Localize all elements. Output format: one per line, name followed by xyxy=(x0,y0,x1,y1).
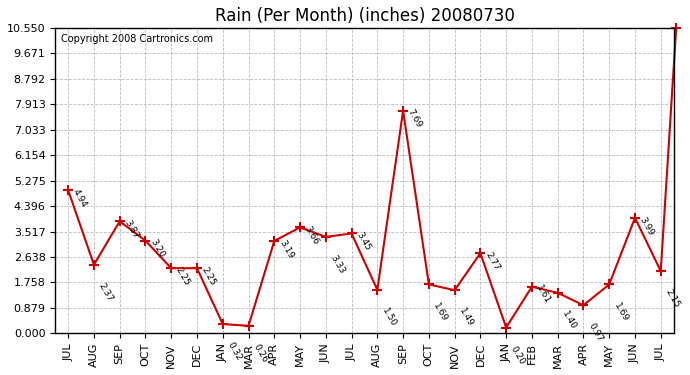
Text: 1.61: 1.61 xyxy=(535,284,553,306)
Text: 3.19: 3.19 xyxy=(277,238,295,260)
Text: 3.45: 3.45 xyxy=(355,231,372,252)
Text: 3.20: 3.20 xyxy=(148,238,166,260)
Text: 10.55: 10.55 xyxy=(0,374,1,375)
Text: 1.69: 1.69 xyxy=(432,301,449,323)
Text: 2.37: 2.37 xyxy=(97,281,115,303)
Text: 3.33: 3.33 xyxy=(328,254,346,276)
Text: 0.32: 0.32 xyxy=(226,341,244,363)
Text: 2.77: 2.77 xyxy=(483,251,501,272)
Text: 3.66: 3.66 xyxy=(303,225,321,246)
Text: Copyright 2008 Cartronics.com: Copyright 2008 Cartronics.com xyxy=(61,34,213,44)
Text: 1.50: 1.50 xyxy=(380,307,398,328)
Title: Rain (Per Month) (inches) 20080730: Rain (Per Month) (inches) 20080730 xyxy=(215,7,515,25)
Text: 1.40: 1.40 xyxy=(560,309,578,331)
Text: 3.99: 3.99 xyxy=(638,215,656,237)
Text: 2.25: 2.25 xyxy=(174,266,192,287)
Text: 2.15: 2.15 xyxy=(664,288,681,310)
Text: 4.94: 4.94 xyxy=(71,188,89,209)
Text: 1.49: 1.49 xyxy=(457,307,475,328)
Text: 7.69: 7.69 xyxy=(406,108,424,130)
Text: 1.69: 1.69 xyxy=(612,301,630,323)
Text: 0.26: 0.26 xyxy=(251,342,269,364)
Text: 0.97: 0.97 xyxy=(586,322,604,344)
Text: 2.25: 2.25 xyxy=(200,266,217,287)
Text: 0.20: 0.20 xyxy=(509,344,526,366)
Text: 3.87: 3.87 xyxy=(123,219,140,240)
